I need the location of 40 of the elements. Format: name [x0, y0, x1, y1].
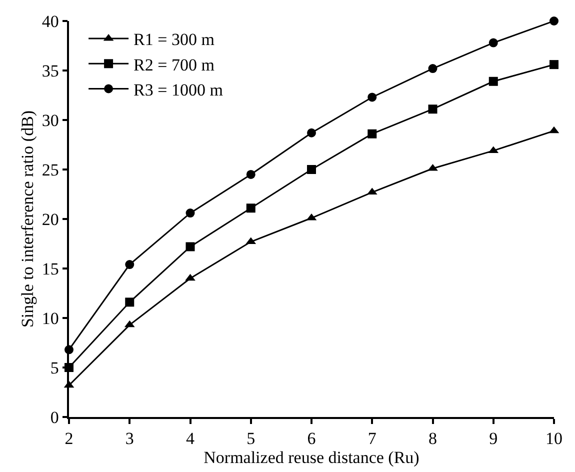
point: [186, 208, 195, 218]
y-tick-label: 10: [42, 308, 59, 328]
y-tick-label: 35: [42, 61, 59, 80]
point: [185, 274, 196, 281]
point: [488, 38, 498, 48]
y-tick-label: 25: [42, 160, 59, 180]
point: [488, 76, 498, 86]
point: [125, 298, 134, 307]
x-tick-label: 6: [307, 429, 316, 448]
legend-label: R2 = 700 m: [134, 55, 214, 74]
y-tick-label: 40: [42, 12, 59, 31]
y-tick-label: 20: [42, 210, 59, 229]
point: [125, 260, 134, 270]
point: [428, 64, 438, 74]
x-tick-label: 8: [428, 429, 437, 448]
y-tick-label: 0: [50, 408, 59, 427]
point: [428, 104, 438, 114]
legend-label: R1 = 300 m: [134, 30, 214, 50]
point: [246, 204, 256, 213]
x-tick-label: 7: [368, 429, 377, 448]
y-axis-title: Single to interference ratio (dB): [18, 110, 37, 328]
point: [368, 92, 377, 102]
y-tick-label: 5: [50, 358, 59, 378]
x-axis-title: Normalized reuse distance (Ru): [204, 448, 420, 468]
point: [246, 170, 256, 179]
x-tick-label: 4: [186, 429, 195, 448]
x-tick-label: 10: [546, 429, 562, 448]
legend-label: R3 = 1000 m: [134, 80, 223, 100]
y-tick-label: 15: [42, 259, 59, 278]
x-tick-label: 9: [489, 429, 498, 448]
point: [368, 129, 377, 138]
x-tick-label: 2: [64, 429, 74, 448]
point: [550, 60, 558, 70]
x-tick-label: 3: [125, 429, 134, 448]
x-tick-label: 5: [246, 429, 256, 448]
y-tick-label: 30: [42, 110, 59, 130]
point: [186, 242, 195, 252]
point: [550, 16, 558, 26]
point: [307, 165, 316, 174]
point: [307, 128, 316, 138]
